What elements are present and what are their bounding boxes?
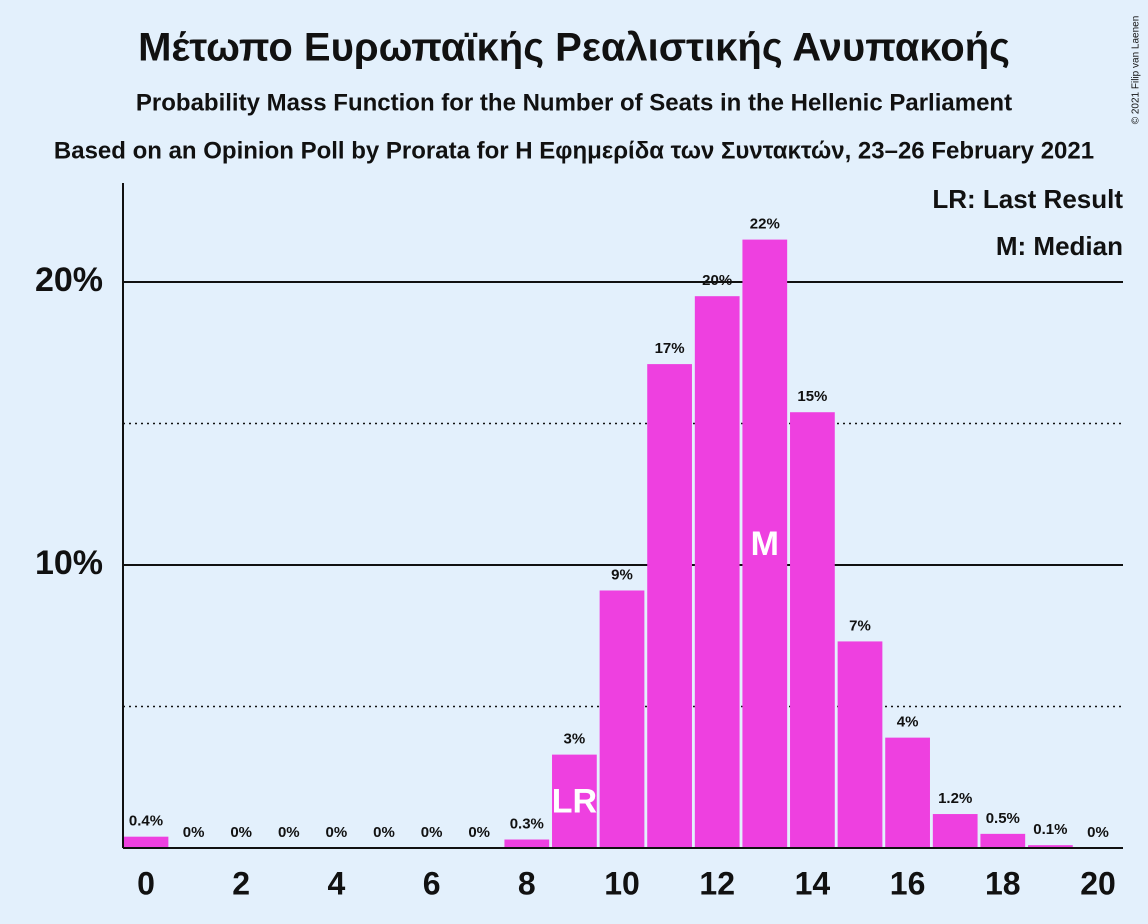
bar — [123, 836, 169, 848]
bar — [980, 833, 1026, 848]
value-label: 0% — [421, 824, 443, 841]
bar — [932, 814, 978, 848]
bar — [504, 839, 550, 848]
x-tick-label: 18 — [985, 865, 1021, 901]
bar — [742, 239, 788, 848]
chart-title: Μέτωπο Ευρωπαϊκής Ρεαλιστικής Ανυπακοής — [138, 26, 1010, 70]
value-label: 7% — [849, 617, 871, 634]
value-label: 0% — [230, 824, 252, 841]
value-label: 0% — [278, 824, 300, 841]
x-tick-label: 10 — [604, 865, 640, 901]
legend-entry: LR: Last Result — [932, 184, 1123, 214]
value-label: 0.4% — [129, 813, 163, 830]
x-tick-label: 6 — [423, 865, 441, 901]
x-tick-label: 4 — [328, 865, 346, 901]
value-label: 3% — [564, 731, 586, 748]
value-label: 0.5% — [986, 810, 1020, 827]
bar-annotation: M — [751, 525, 779, 563]
value-label: 0% — [326, 824, 348, 841]
value-label: 15% — [797, 388, 827, 405]
x-tick-label: 16 — [890, 865, 926, 901]
chart-caption: Based on an Opinion Poll by Prorata for … — [54, 137, 1094, 164]
value-label: 0% — [183, 824, 205, 841]
bar — [694, 296, 740, 848]
x-tick-label: 12 — [699, 865, 735, 901]
bar — [885, 737, 930, 848]
value-label: 9% — [611, 566, 633, 583]
value-label: 0% — [373, 824, 395, 841]
value-label: 4% — [897, 714, 919, 731]
value-label: 0% — [468, 824, 490, 841]
value-label: 17% — [655, 340, 685, 357]
x-tick-label: 8 — [518, 865, 536, 901]
bar — [552, 754, 597, 848]
bar — [1028, 845, 1073, 848]
y-tick-label: 20% — [35, 261, 103, 299]
x-tick-label: 20 — [1080, 865, 1116, 901]
bar — [837, 641, 883, 848]
value-label: 1.2% — [938, 790, 972, 807]
value-label: 0.1% — [1033, 821, 1067, 838]
bar — [647, 364, 692, 848]
value-label: 0% — [1087, 824, 1109, 841]
value-label: 20% — [702, 272, 732, 289]
credit: © 2021 Filip van Laenen — [1131, 16, 1142, 125]
x-tick-label: 14 — [795, 865, 831, 901]
bar — [599, 590, 645, 848]
x-tick-label: 2 — [232, 865, 250, 901]
legend-entry: M: Median — [996, 231, 1123, 261]
bar — [790, 412, 835, 848]
value-label: 22% — [750, 216, 780, 233]
x-tick-label: 0 — [137, 865, 155, 901]
y-tick-label: 10% — [35, 544, 103, 582]
bar-annotation: LR — [552, 782, 597, 820]
value-label: 0.3% — [510, 815, 544, 832]
chart-subtitle: Probability Mass Function for the Number… — [136, 89, 1012, 116]
